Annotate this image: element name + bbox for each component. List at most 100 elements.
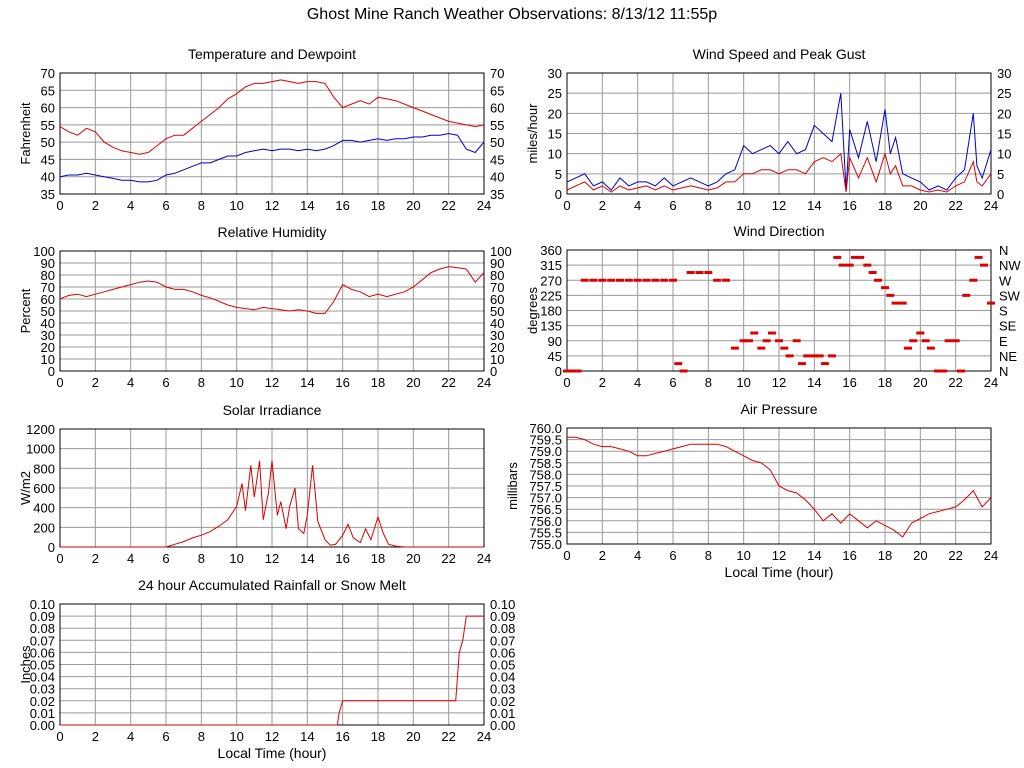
compass-label: S: [999, 304, 1008, 319]
y-tick-label: 70: [41, 280, 55, 295]
wind-direction-point: [767, 331, 776, 335]
x-tick-label: 24: [984, 198, 998, 213]
y-tick-label: 0.00: [30, 718, 55, 733]
y-tick-label: 40: [41, 170, 55, 185]
wind-direction-chart: Wind Direction 0 2 4 6 8 10 12 14 16 18 20 22 24 0 45 90…: [507, 221, 1024, 399]
x-tick-label: 8: [198, 375, 205, 390]
y-tick-label: 800: [33, 461, 55, 476]
plot-frame: [59, 428, 485, 548]
wind-direction-point: [962, 293, 971, 297]
x-tick-label: 14: [300, 729, 314, 744]
x-tick-label: 2: [92, 551, 99, 566]
rainfall-chart: 24 hour Accumulated Rainfall or Snow Mel…: [0, 576, 520, 766]
wind-direction-point: [873, 278, 882, 282]
wind-direction-point: [868, 271, 877, 275]
wind-direction-point: [956, 369, 965, 373]
y-tick-label: 0: [48, 540, 55, 555]
y-tick-label: 60: [41, 101, 55, 116]
wind-direction-point: [695, 271, 704, 275]
x-tick-label: 0: [563, 375, 570, 390]
y-tick-label-right: 30: [997, 66, 1011, 81]
x-tick-label: 14: [807, 548, 821, 563]
y-tick-label-right: 15: [997, 127, 1011, 142]
x-tick-label: 22: [441, 198, 455, 213]
y-tick-label: 757.0: [529, 491, 562, 506]
x-tick-label: 12: [265, 198, 279, 213]
wind-direction-point: [674, 362, 683, 366]
wind-direction-point: [651, 278, 660, 282]
y-axis-label: Inches: [18, 645, 33, 684]
wind-direction-point: [660, 278, 669, 282]
y-tick-label-right: 70: [490, 66, 504, 81]
y-tick-label: 757.5: [529, 479, 562, 494]
y-tick-label: 20: [41, 340, 55, 355]
y-tick-label: 1000: [26, 442, 55, 457]
chart-title: Air Pressure: [740, 401, 817, 417]
y-tick-label: 1200: [26, 422, 55, 437]
series-line-0: [567, 436, 992, 538]
series-line-0: [60, 615, 484, 726]
wind-direction-point: [845, 263, 854, 267]
y-tick-label: 10: [41, 352, 55, 367]
plot-frame: [566, 249, 992, 372]
y-tick-label: 756.0: [529, 514, 562, 529]
y-tick-label: 135: [540, 319, 562, 334]
wind-direction-point: [580, 278, 589, 282]
y-tick-label-right: 5: [997, 167, 1004, 182]
wind-direction-point: [863, 263, 872, 267]
wind-direction-point: [686, 271, 695, 275]
wind-direction-point: [624, 278, 633, 282]
y-tick-label-right: 100: [490, 244, 512, 259]
y-axis-label: Percent: [18, 288, 33, 333]
x-tick-label: 16: [842, 375, 856, 390]
x-tick-label: 8: [705, 548, 712, 563]
x-tick-label: 4: [127, 551, 134, 566]
x-tick-label: 6: [669, 198, 676, 213]
x-tick-label: 0: [56, 198, 63, 213]
y-tick-label-right: 0: [490, 364, 497, 379]
wind-direction-point: [926, 346, 935, 350]
wind-direction-point: [891, 301, 900, 305]
x-tick-label: 16: [335, 551, 349, 566]
x-tick-label: 0: [56, 551, 63, 566]
y-tick-label: 45: [548, 349, 562, 364]
x-tick-label: 20: [406, 375, 420, 390]
x-tick-label: 16: [842, 548, 856, 563]
x-tick-label: 4: [127, 198, 134, 213]
x-tick-label: 12: [772, 548, 786, 563]
x-tick-label: 0: [56, 375, 63, 390]
x-tick-label: 16: [335, 729, 349, 744]
y-tick-label: 315: [540, 258, 562, 273]
wind-direction-point: [898, 301, 907, 305]
wind-direction-point: [987, 301, 995, 305]
wind-direction-point: [850, 255, 859, 259]
y-tick-label-right: 0: [997, 187, 1004, 202]
x-tick-label: 24: [477, 198, 491, 213]
y-tick-label-right: 30: [490, 328, 504, 343]
y-tick-label: 50: [41, 135, 55, 150]
x-tick-label: 22: [948, 198, 962, 213]
y-tick-label: 360: [540, 243, 562, 258]
x-tick-label: 6: [162, 551, 169, 566]
x-tick-label: 12: [265, 375, 279, 390]
x-tick-label: 14: [300, 551, 314, 566]
x-tick-label: 2: [92, 198, 99, 213]
x-tick-label: 20: [406, 729, 420, 744]
wind-direction-point: [792, 339, 801, 343]
series-line-0: [59, 266, 485, 314]
y-tick-label-right: 0.09: [490, 609, 515, 624]
x-tick-label: 8: [705, 198, 712, 213]
y-tick-label: 0.08: [30, 621, 55, 636]
x-tick-label: 10: [229, 375, 243, 390]
y-tick-label-right: 25: [997, 86, 1011, 101]
x-tick-label: 12: [772, 198, 786, 213]
wind-direction-point: [704, 271, 713, 275]
y-tick-label-right: 40: [490, 316, 504, 331]
y-tick-label-right: 50: [490, 135, 504, 150]
wind-direction-point: [589, 278, 598, 282]
x-tick-label: 16: [335, 198, 349, 213]
wind-direction-point: [642, 278, 651, 282]
y-tick-label-right: 45: [490, 152, 504, 167]
y-tick-label-right: 70: [490, 280, 504, 295]
chart-title: Wind Speed and Peak Gust: [693, 46, 866, 62]
